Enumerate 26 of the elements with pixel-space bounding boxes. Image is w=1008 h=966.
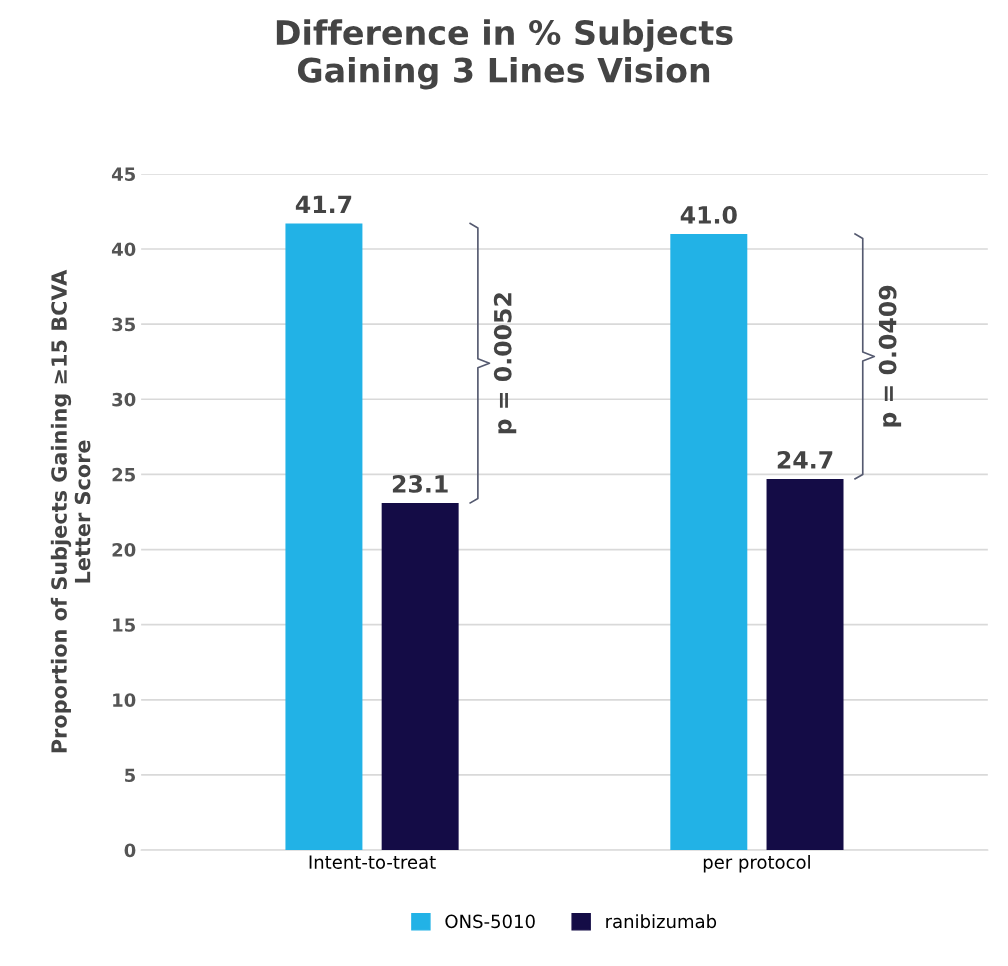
y-tick-label: 45 [111, 167, 135, 181]
y-tick-label: 15 [113, 618, 135, 632]
data-label: 41.7 [295, 195, 352, 213]
legend-label: ranibizumab [606, 914, 717, 929]
legend-label: ONS-5010 [445, 914, 535, 929]
data-label: 24.7 [777, 450, 833, 469]
data-label: 23.1 [392, 474, 448, 493]
annotation: p = 0.0409 [878, 285, 902, 427]
y-tick-label: 25 [112, 467, 135, 482]
y-tick-label: 30 [112, 392, 136, 407]
bar [381, 502, 459, 851]
x-tick-label: Intent-to-treat [309, 855, 436, 869]
data-label: 41.0 [680, 206, 737, 224]
y-tick-label: 0 [124, 843, 136, 858]
y-axis-title: Proportion of Subjects Gaining ≥15 BCVA Letter Score [50, 269, 91, 753]
bar [766, 478, 844, 851]
chart-title: Difference in % Subjects Gaining 3 Lines Vision [276, 19, 733, 90]
y-tick-label: 5 [125, 768, 135, 783]
bar [285, 223, 363, 851]
annotation: p = 0.0052 [493, 293, 517, 434]
y-tick-label: 40 [111, 242, 136, 257]
x-tick-label: per protocol [703, 854, 810, 873]
y-tick-label: 10 [113, 693, 136, 707]
bar [670, 233, 748, 851]
y-tick-label: 20 [112, 543, 136, 557]
y-tick-label: 35 [112, 317, 135, 332]
